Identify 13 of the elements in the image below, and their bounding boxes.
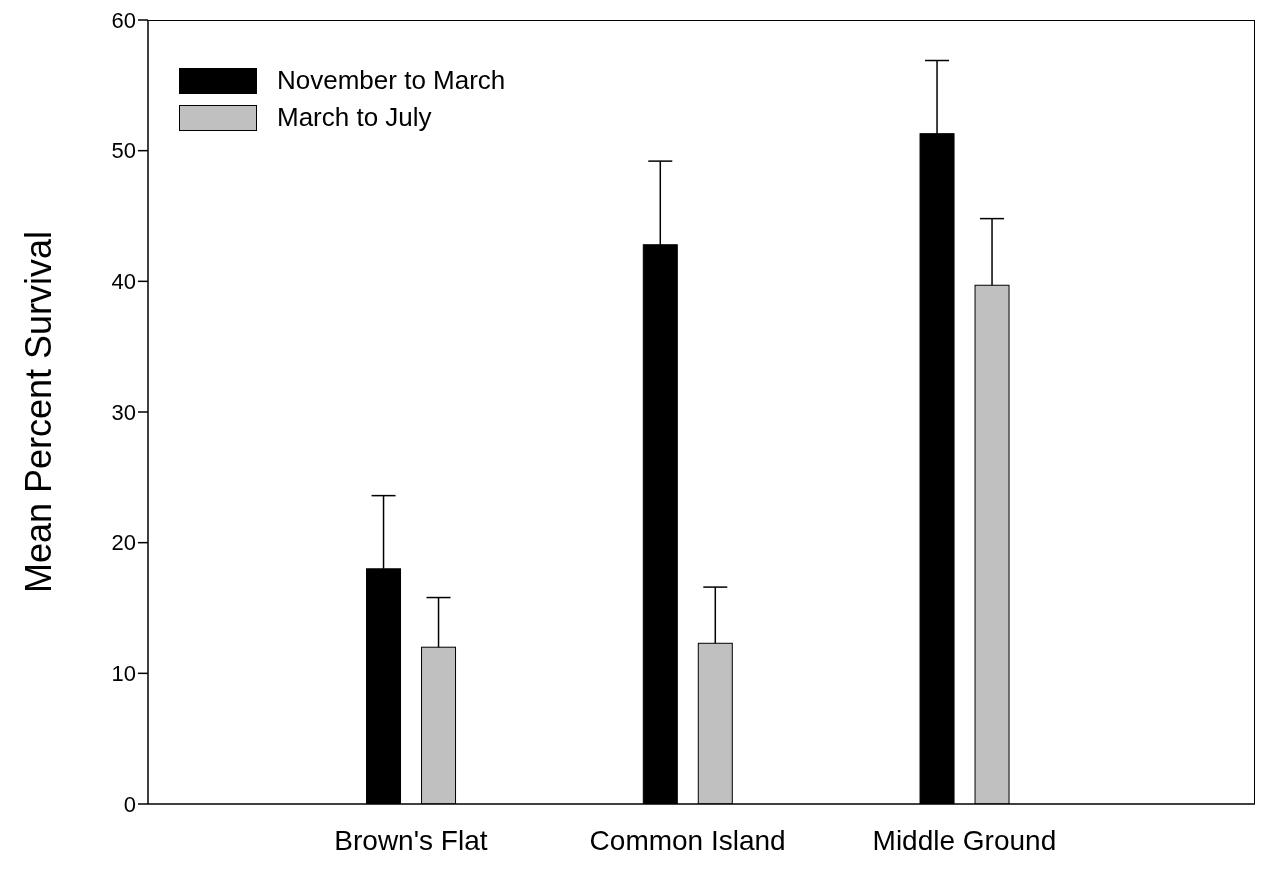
y-tick-label: 60	[111, 7, 136, 33]
x-tick-label: Middle Ground	[872, 824, 1057, 856]
x-tick-label: Common Island	[589, 824, 786, 856]
legend-label: November to March	[277, 65, 506, 96]
x-tick-label: Brown's Flat	[334, 824, 488, 856]
y-tick-label: 10	[111, 661, 136, 687]
y-tick-label: 0	[123, 791, 136, 817]
y-tick-label: 50	[111, 138, 136, 164]
y-tick-label: 20	[111, 530, 136, 556]
y-tick-label: 40	[111, 269, 136, 295]
y-axis-title: Mean Percent Survival	[17, 230, 59, 594]
legend-label: March to July	[277, 102, 432, 133]
y-tick-label: 30	[111, 399, 136, 425]
